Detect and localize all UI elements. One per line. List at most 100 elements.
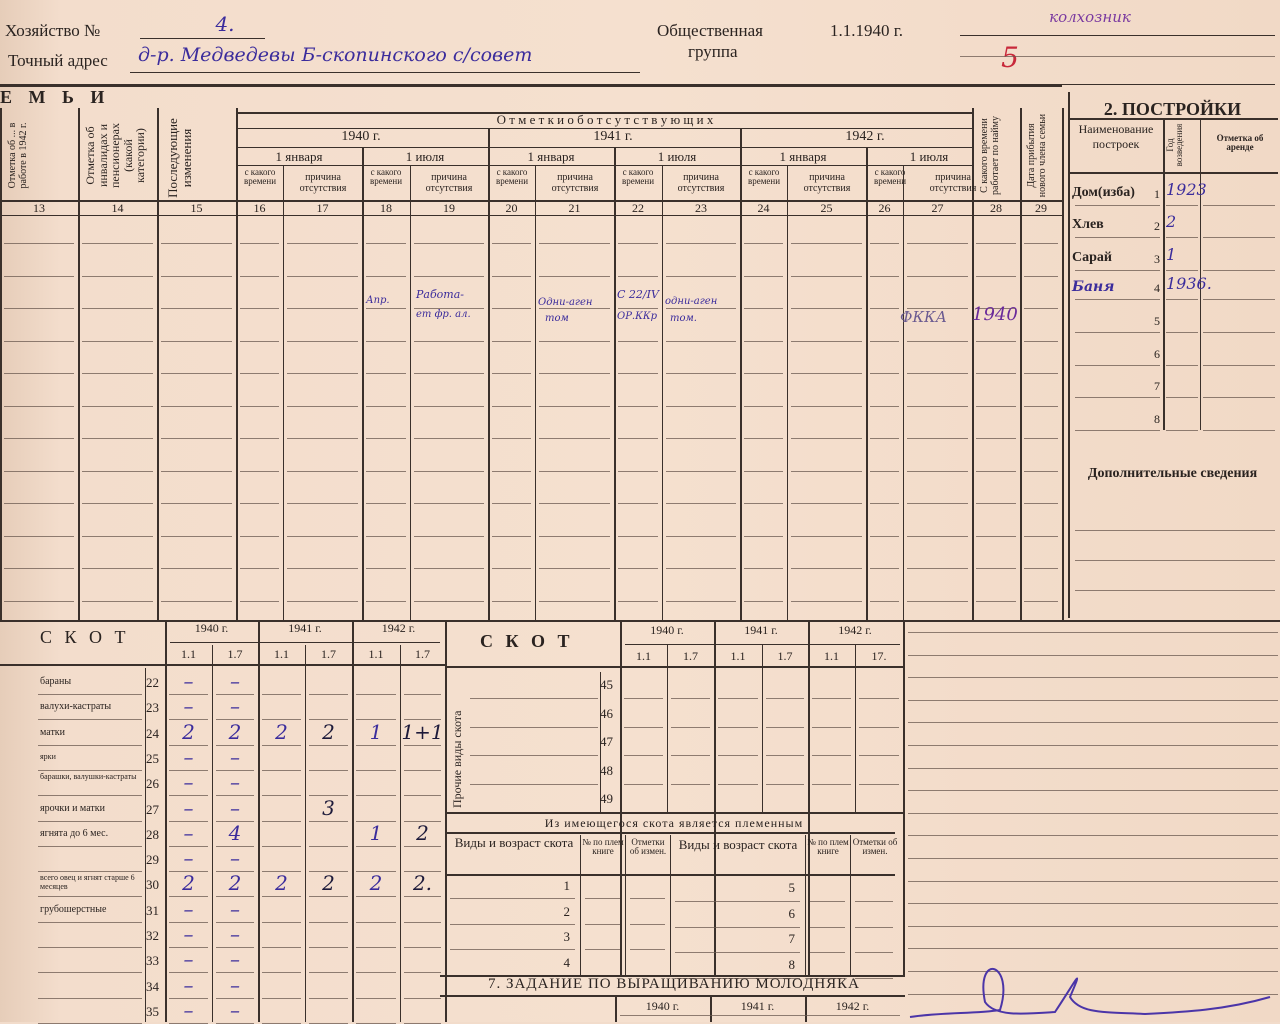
rule-line xyxy=(1068,118,1278,120)
absent-title: О т м е т к и о б о т с у т с т в у ю щ … xyxy=(496,112,714,127)
livestock-year: 1940 г. xyxy=(194,621,229,635)
rule-line xyxy=(4,438,74,439)
rule-line xyxy=(675,926,800,928)
rule-line xyxy=(161,373,232,374)
rule-line xyxy=(624,726,663,728)
rule-line xyxy=(585,898,620,899)
rule-line xyxy=(615,995,617,1022)
rule-line xyxy=(1203,270,1275,271)
rule-line xyxy=(287,373,358,374)
rule-line xyxy=(356,921,396,923)
rule-line xyxy=(4,601,74,602)
absent-month: 1 июля xyxy=(405,149,445,164)
rule-line xyxy=(907,276,968,277)
rule-line xyxy=(870,341,899,342)
rule-line xyxy=(850,835,852,975)
rule-line xyxy=(492,341,531,342)
absent-month: 1 января xyxy=(779,149,827,164)
rule-line xyxy=(766,726,804,728)
rule-line xyxy=(38,744,142,746)
rule-line xyxy=(666,243,736,244)
rule-line xyxy=(1203,397,1275,398)
rule-line xyxy=(216,947,254,948)
other-livestock-date: 1.1 xyxy=(636,649,651,663)
rule-line xyxy=(400,645,402,1022)
rule-line xyxy=(791,341,862,342)
column-number: 29 xyxy=(1035,201,1047,215)
rule-line xyxy=(356,896,396,898)
rule-line xyxy=(492,601,531,602)
rule-line xyxy=(366,406,406,407)
rule-line xyxy=(414,438,484,439)
rule-line xyxy=(82,308,153,309)
breeding-row-number: 1 xyxy=(563,878,571,893)
livestock-value: – xyxy=(230,997,240,1022)
rule-line xyxy=(309,997,348,999)
rule-line xyxy=(870,471,899,472)
rule-line xyxy=(855,952,893,953)
rule-line xyxy=(618,373,658,374)
rule-line xyxy=(4,503,74,504)
rule-line xyxy=(404,997,441,999)
rule-line xyxy=(78,108,80,620)
rule-line xyxy=(791,503,862,504)
social-group-label-2: группа xyxy=(688,42,738,61)
rule-line xyxy=(0,215,1062,216)
rule-line xyxy=(404,845,441,847)
rule-line xyxy=(169,997,208,999)
rule-line xyxy=(908,722,1278,723)
rule-line xyxy=(1075,365,1160,366)
rule-line xyxy=(130,72,640,73)
rule-line xyxy=(287,243,358,244)
livestock-date: 1.7 xyxy=(321,647,336,661)
rule-line xyxy=(366,601,406,602)
rule-line xyxy=(258,620,260,1022)
rule-line xyxy=(82,503,153,504)
rule-line xyxy=(791,438,862,439)
rule-line xyxy=(787,165,789,620)
rule-line xyxy=(744,341,783,342)
column-number: 25 xyxy=(820,201,833,215)
rule-line xyxy=(445,666,903,668)
rule-line xyxy=(585,923,620,925)
rule-line xyxy=(309,769,348,771)
rule-line xyxy=(492,568,531,569)
rule-line xyxy=(309,820,348,822)
rule-line xyxy=(1068,92,1070,618)
rule-line xyxy=(791,373,862,374)
rule-line xyxy=(625,644,900,645)
breeding-row-number: 3 xyxy=(563,929,571,944)
rule-line xyxy=(1203,237,1275,238)
rule-line xyxy=(38,694,142,695)
livestock-label: валухи-кастраты xyxy=(40,701,112,713)
rule-line xyxy=(960,84,1275,85)
rule-line xyxy=(805,995,807,1022)
rule-line xyxy=(624,755,663,757)
since-when-header: с какого времени xyxy=(243,167,277,187)
rule-line xyxy=(907,373,968,374)
rule-line xyxy=(744,438,783,439)
rule-line xyxy=(718,726,758,728)
rule-line xyxy=(976,406,1016,407)
livestock-value: 2 xyxy=(228,871,242,896)
rule-line xyxy=(161,503,232,504)
rule-line xyxy=(38,896,142,898)
rule-line xyxy=(240,341,279,342)
livestock-row-number: 22 xyxy=(146,675,159,690)
rule-line xyxy=(262,921,301,923)
rule-line xyxy=(82,601,153,602)
rule-line xyxy=(618,568,658,569)
rule-line xyxy=(870,503,899,504)
rule-line xyxy=(666,536,736,537)
rule-line xyxy=(216,921,254,923)
rule-line xyxy=(1203,332,1275,333)
rule-line xyxy=(744,568,783,569)
rule-line xyxy=(630,923,665,925)
rule-line xyxy=(859,783,899,785)
rule-line xyxy=(470,726,598,728)
address-label: Точный адрес xyxy=(8,51,108,70)
rule-line xyxy=(855,645,857,812)
rule-line xyxy=(618,341,658,342)
rule-line xyxy=(309,947,348,948)
address-value: д-р. Медведевы Б-скопинского с/совет xyxy=(138,44,533,66)
